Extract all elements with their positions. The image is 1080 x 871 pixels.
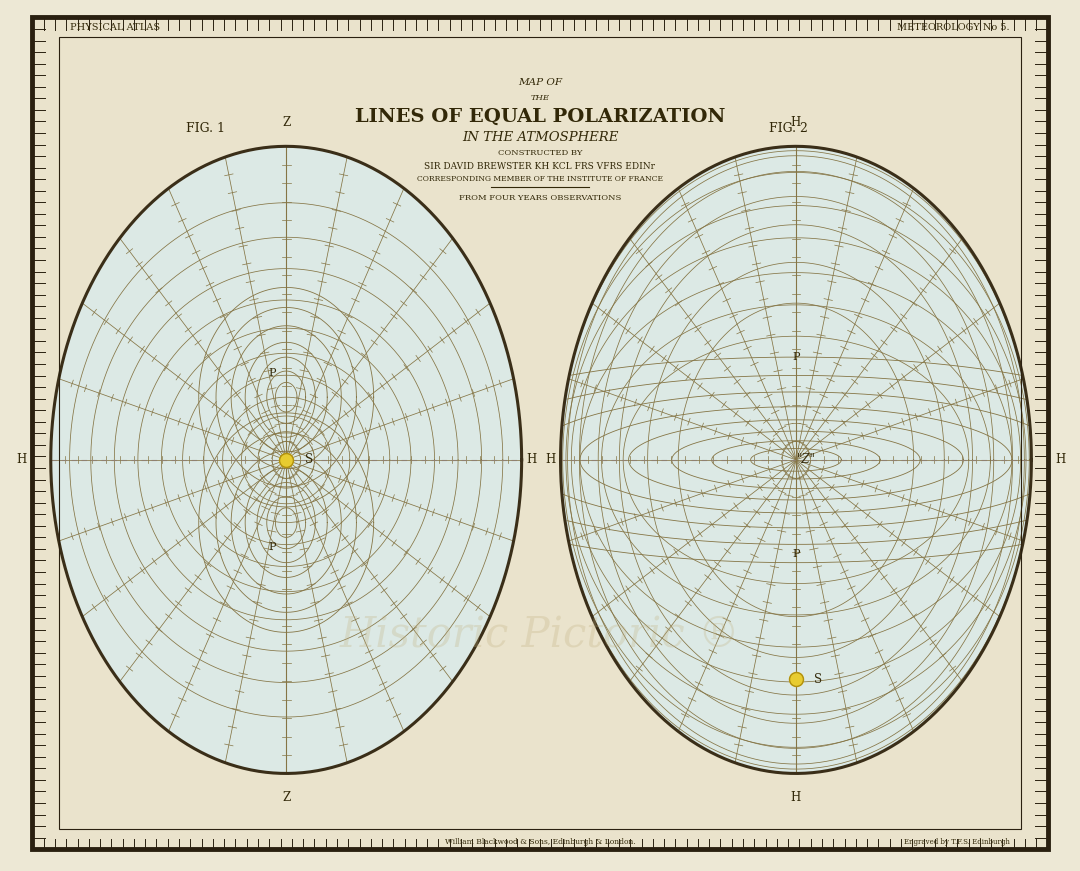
Text: S: S	[814, 673, 823, 685]
Text: P: P	[793, 549, 799, 559]
Text: FROM FOUR YEARS OBSERVATIONS: FROM FOUR YEARS OBSERVATIONS	[459, 193, 621, 202]
Text: Z: Z	[282, 116, 291, 129]
Text: SIR DAVID BREWSTER KH KCL FRS VFRS EDINr: SIR DAVID BREWSTER KH KCL FRS VFRS EDINr	[424, 162, 656, 171]
Text: H: H	[17, 454, 27, 466]
Text: FIG. 1: FIG. 1	[186, 123, 225, 135]
Text: H: H	[1055, 454, 1065, 466]
Text: H: H	[527, 454, 537, 466]
Text: S: S	[305, 454, 313, 466]
Bar	[59, 37, 1021, 829]
Polygon shape	[51, 146, 522, 773]
Text: P: P	[793, 352, 799, 362]
Text: MAP OF: MAP OF	[518, 78, 562, 87]
Text: H: H	[791, 791, 801, 804]
Text: H: H	[545, 454, 555, 466]
Polygon shape	[561, 146, 1031, 773]
Text: William Blackwood & Sons, Edinburgh & London.: William Blackwood & Sons, Edinburgh & Lo…	[445, 838, 635, 847]
Text: METEOROLOGY No 5.: METEOROLOGY No 5.	[897, 24, 1010, 32]
Text: P: P	[269, 368, 275, 378]
Text: Z: Z	[282, 791, 291, 804]
Text: THE: THE	[530, 93, 550, 102]
Text: IN THE ATMOSPHERE: IN THE ATMOSPHERE	[462, 132, 618, 144]
Text: PHYSICAL ATLAS: PHYSICAL ATLAS	[70, 24, 160, 32]
Text: H: H	[791, 116, 801, 129]
Text: P: P	[269, 542, 275, 552]
Text: Historic Pictoric ®: Historic Pictoric ®	[340, 615, 740, 657]
Text: Engraved by T.F.S. Edinburgh: Engraved by T.F.S. Edinburgh	[904, 838, 1010, 847]
Text: "Z": "Z"	[797, 454, 816, 466]
Text: LINES OF EQUAL POLARIZATION: LINES OF EQUAL POLARIZATION	[355, 108, 725, 125]
Text: CORRESPONDING MEMBER OF THE INSTITUTE OF FRANCE: CORRESPONDING MEMBER OF THE INSTITUTE OF…	[417, 174, 663, 183]
Text: CONSTRUCTED BY: CONSTRUCTED BY	[498, 149, 582, 158]
Text: FIG. 2: FIG. 2	[769, 123, 808, 135]
